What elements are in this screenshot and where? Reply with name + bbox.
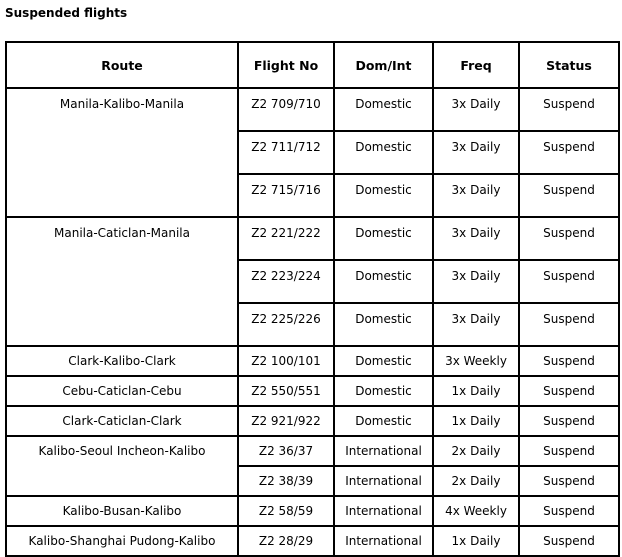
freq-cell: 3x Daily	[432, 216, 520, 261]
dom-int-cell: Domestic	[333, 375, 434, 407]
status-cell: Suspend	[518, 259, 620, 304]
dom-int-cell: Domestic	[333, 216, 434, 261]
status-cell: Suspend	[518, 345, 620, 377]
dom-int-cell: International	[333, 495, 434, 527]
freq-cell: 2x Daily	[432, 465, 520, 497]
dom-int-cell: Domestic	[333, 173, 434, 218]
freq-cell: 4x Weekly	[432, 495, 520, 527]
freq-cell: 1x Daily	[432, 375, 520, 407]
flight-no-cell: Z2 550/551	[237, 375, 335, 407]
header-row: Route Flight No Dom/Int Freq Status	[5, 41, 620, 89]
flight-no-cell: Z2 223/224	[237, 259, 335, 304]
dom-int-cell: Domestic	[333, 345, 434, 377]
dom-int-cell: Domestic	[333, 259, 434, 304]
status-cell: Suspend	[518, 495, 620, 527]
flight-no-cell: Z2 225/226	[237, 302, 335, 347]
route-cell: Manila-Caticlan-Manila	[5, 216, 239, 347]
route-cell: Cebu-Caticlan-Cebu	[5, 375, 239, 407]
dom-int-cell: Domestic	[333, 302, 434, 347]
dom-int-cell: Domestic	[333, 130, 434, 175]
freq-cell: 3x Weekly	[432, 345, 520, 377]
status-cell: Suspend	[518, 173, 620, 218]
table-row: Z2 715/716 Domestic 3x Daily Suspend	[6, 173, 620, 218]
table-row: Z2 225/226 Domestic 3x Daily Suspend	[6, 302, 620, 347]
freq-cell: 3x Daily	[432, 259, 520, 304]
status-cell: Suspend	[518, 525, 620, 557]
suspended-flights-table: Route Flight No Dom/Int Freq Status Mani…	[5, 41, 620, 557]
flight-no-cell: Z2 711/712	[237, 130, 335, 175]
header-flight-no: Flight No	[237, 41, 335, 89]
table-row: Manila-Kalibo-Manila Z2 709/710 Domestic 3x…	[5, 87, 620, 218]
freq-cell: 1x Daily	[432, 525, 520, 557]
header-status: Status	[518, 41, 620, 89]
table-row: Clark-Caticlan-Clark Z2 921/922 Domestic 1x…	[5, 405, 620, 437]
flight-no-cell: Z2 709/710	[237, 87, 335, 132]
table-row: Manila-Caticlan-Manila Z2 221/222 Domestic…	[5, 216, 620, 347]
table-row: Z2 38/39 International 2x Daily Suspend	[6, 465, 620, 497]
status-cell: Suspend	[518, 375, 620, 407]
page-title: Suspended flights	[5, 6, 128, 20]
route-cell: Kalibo-Seoul Incheon-Kalibo	[5, 435, 239, 497]
route-cell: Manila-Kalibo-Manila	[5, 87, 239, 218]
freq-cell: 3x Daily	[432, 302, 520, 347]
flight-no-cell: Z2 221/222	[237, 216, 335, 261]
table-row: Cebu-Caticlan-Cebu Z2 550/551 Domestic 1x D…	[5, 375, 620, 407]
freq-cell: 3x Daily	[432, 173, 520, 218]
flight-no-cell: Z2 58/59	[237, 495, 335, 527]
status-cell: Suspend	[518, 87, 620, 132]
flight-no-cell: Z2 38/39	[237, 465, 335, 497]
freq-cell: 1x Daily	[432, 405, 520, 437]
dom-int-cell: International	[333, 465, 434, 497]
dom-int-cell: International	[333, 525, 434, 557]
status-cell: Suspend	[518, 302, 620, 347]
status-cell: Suspend	[518, 405, 620, 437]
dom-int-cell: Domestic	[333, 87, 434, 132]
flight-no-cell: Z2 715/716	[237, 173, 335, 218]
header-route: Route	[5, 41, 239, 89]
table-row: Kalibo-Shanghai Pudong-Kalibo Z2 28/29 Int…	[5, 525, 620, 557]
status-cell: Suspend	[518, 130, 620, 175]
table-row: Z2 223/224 Domestic 3x Daily Suspend	[6, 259, 620, 304]
dom-int-cell: Domestic	[333, 405, 434, 437]
freq-cell: 3x Daily	[432, 87, 520, 132]
route-cell: Clark-Kalibo-Clark	[5, 345, 239, 377]
route-cell: Kalibo-Busan-Kalibo	[5, 495, 239, 527]
route-cell: Clark-Caticlan-Clark	[5, 405, 239, 437]
dom-int-cell: International	[333, 435, 434, 467]
flight-no-cell: Z2 100/101	[237, 345, 335, 377]
freq-cell: 3x Daily	[432, 130, 520, 175]
table-row: Clark-Kalibo-Clark Z2 100/101 Domestic 3x W…	[5, 345, 620, 377]
header-freq: Freq	[432, 41, 520, 89]
status-cell: Suspend	[518, 435, 620, 467]
status-cell: Suspend	[518, 465, 620, 497]
freq-cell: 2x Daily	[432, 435, 520, 467]
table-row: Kalibo-Busan-Kalibo Z2 58/59 International…	[5, 495, 620, 527]
route-cell: Kalibo-Shanghai Pudong-Kalibo	[5, 525, 239, 557]
flight-no-cell: Z2 28/29	[237, 525, 335, 557]
header-dom-int: Dom/Int	[333, 41, 434, 89]
table-row: Z2 711/712 Domestic 3x Daily Suspend	[6, 130, 620, 175]
table-row: Kalibo-Seoul Incheon-Kalibo Z2 36/37 Inter…	[5, 435, 620, 497]
status-cell: Suspend	[518, 216, 620, 261]
flight-no-cell: Z2 921/922	[237, 405, 335, 437]
flight-no-cell: Z2 36/37	[237, 435, 335, 467]
